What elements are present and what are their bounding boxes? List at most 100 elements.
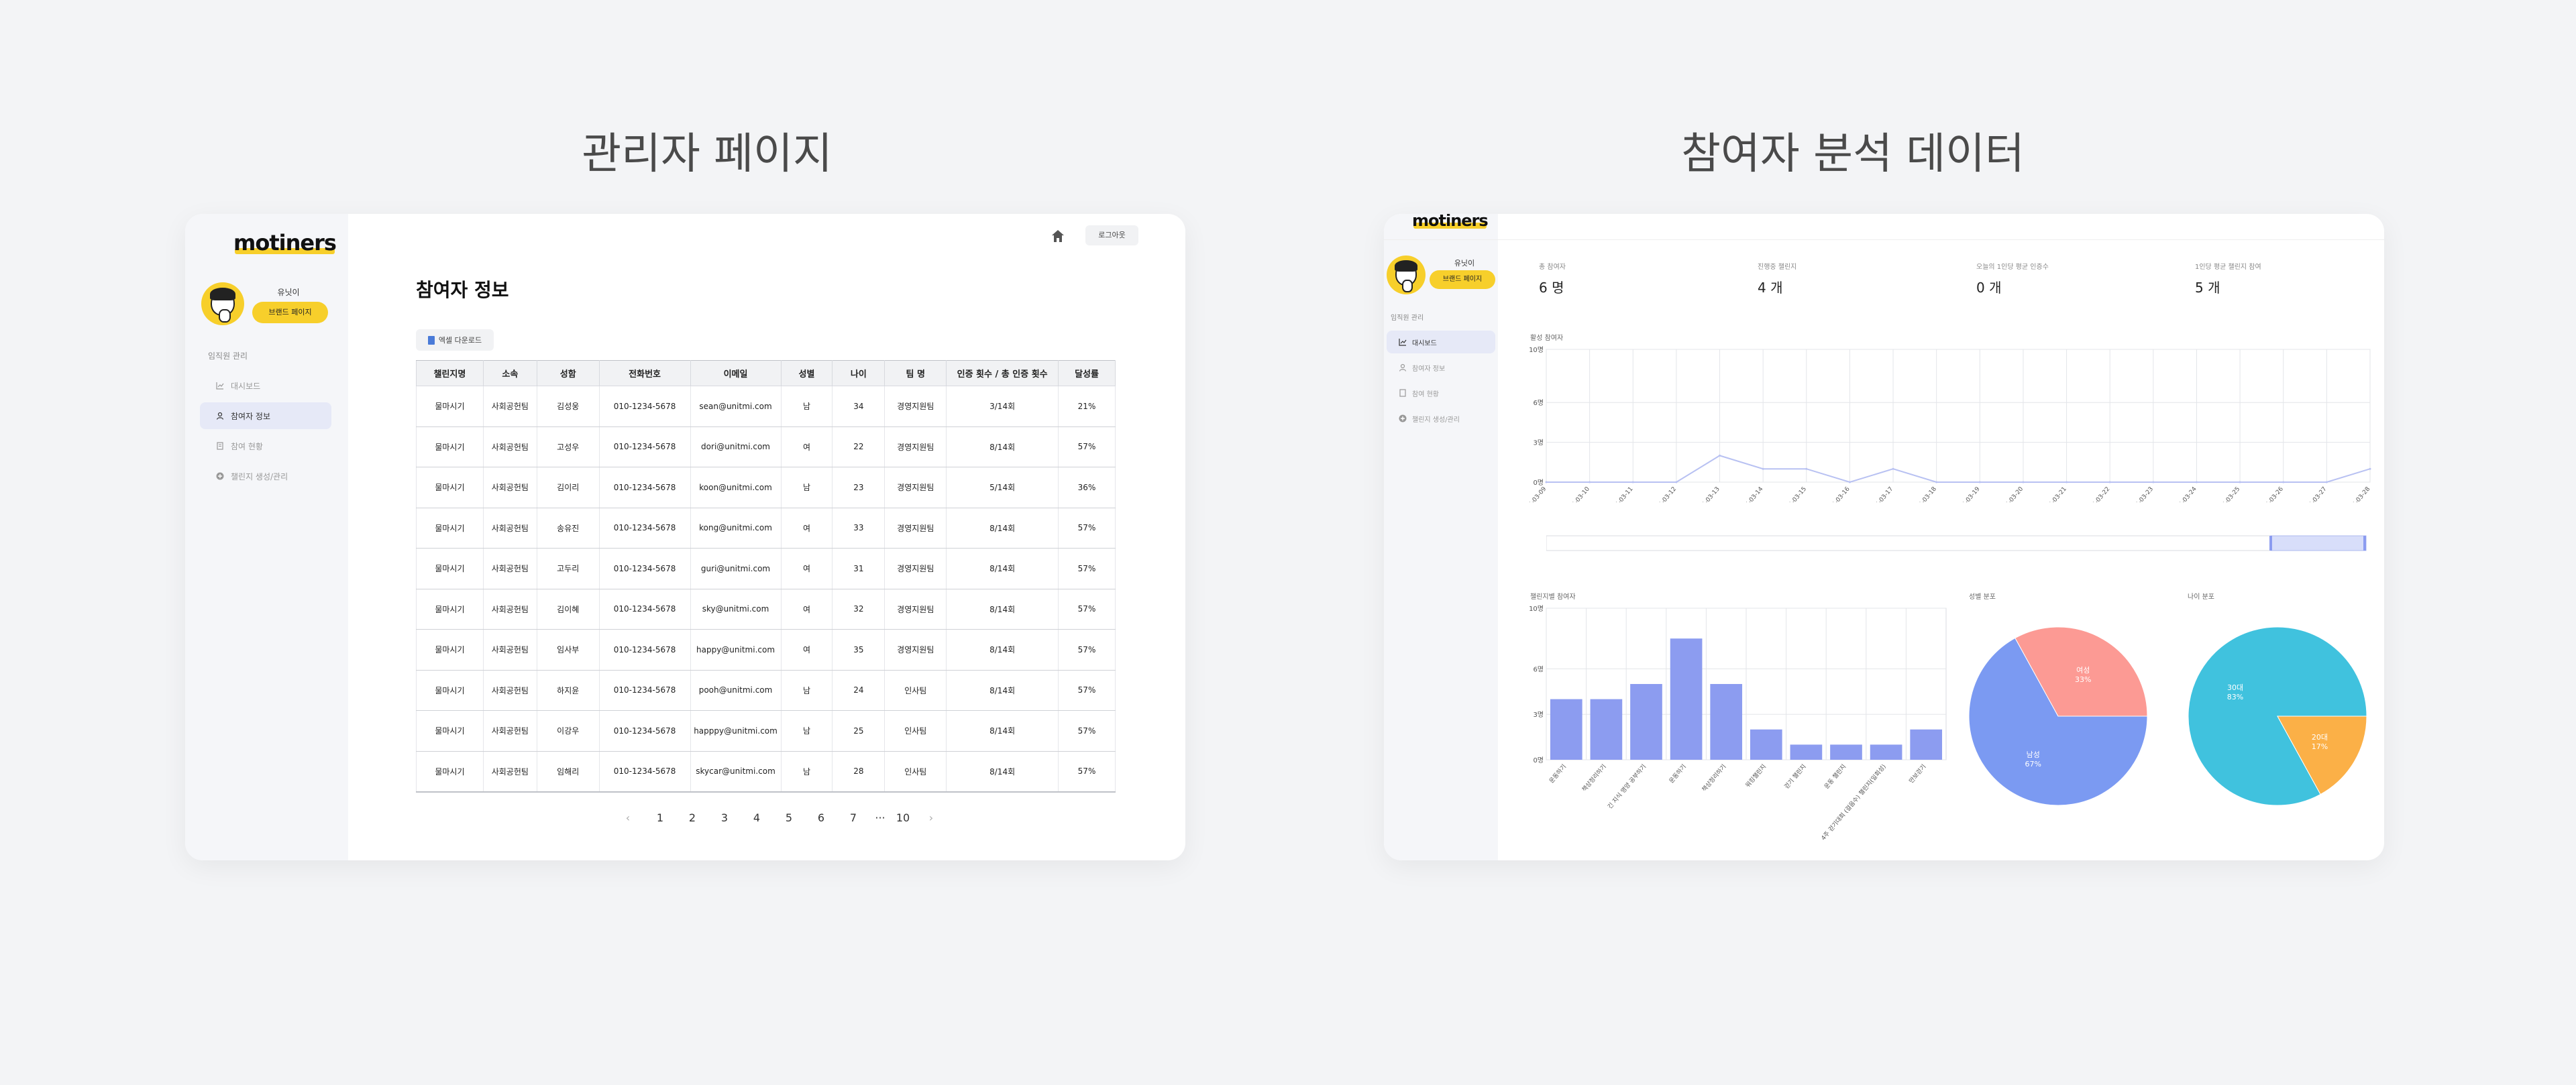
table-cell: 010-1234-5678 [598, 548, 691, 589]
chart-icon [1399, 338, 1407, 346]
table-cell: 경영지원팀 [884, 508, 947, 549]
table-cell: 물마시기 [416, 467, 484, 508]
bar[interactable] [1670, 638, 1703, 760]
table-cell: 사회공헌팀 [482, 426, 537, 467]
table-cell: 010-1234-5678 [598, 751, 691, 793]
file-icon [427, 335, 435, 345]
sidebar-item-label: 참여자 정보 [231, 411, 271, 421]
table-cell: happpy@unitmi.com [690, 710, 782, 752]
page-link[interactable]: 3 [720, 811, 729, 824]
page-ellipsis: ··· [875, 811, 885, 824]
x-tick-label: 2025-03-25 [2214, 486, 2241, 502]
table-cell: koon@unitmi.com [690, 467, 782, 508]
sidebar-item-challenge-manage[interactable]: 챌린지 생성/관리 [200, 463, 331, 490]
y-tick-label: 10명 [1529, 605, 1544, 613]
table-cell: 사회공헌팀 [482, 508, 537, 549]
table-cell: kong@unitmi.com [690, 508, 782, 549]
bar[interactable] [1910, 729, 1943, 760]
table-row[interactable]: 물마시기 사회공헌팀 하지윤 010-1234-5678 pooh@unitmi.com… [416, 670, 1116, 711]
table-cell: 8/14회 [946, 426, 1059, 467]
brand-logo[interactable]: motiners [233, 230, 337, 255]
avatar [1387, 255, 1426, 294]
page-link[interactable]: 2 [688, 811, 696, 824]
table-cell: 사회공헌팀 [482, 751, 537, 793]
bar[interactable] [1870, 744, 1902, 760]
x-tick-label: 2025-03-27 [2300, 486, 2328, 502]
section-heading-analytics: 참여자 분석 데이터 [1681, 129, 2025, 179]
sidebar-item-status[interactable]: 참여 현황 [1387, 382, 1495, 404]
pie-slice[interactable] [2277, 716, 2367, 795]
table-cell: 010-1234-5678 [598, 710, 691, 752]
table-cell: 57% [1058, 670, 1116, 711]
x-tick-label: 운동 챌린지 [1823, 763, 1847, 791]
bar[interactable] [1630, 684, 1662, 760]
table-row[interactable]: 물마시기 사회공헌팀 임해리 010-1234-5678 skycar@unitmi.c… [416, 751, 1116, 793]
page-link[interactable]: 1 [656, 811, 664, 824]
pie-slice[interactable] [1968, 637, 2148, 806]
table-cell: 경영지원팀 [884, 589, 947, 630]
data-point [2325, 481, 2328, 483]
sidebar-item-participants[interactable]: 참여자 정보 [200, 402, 331, 429]
bar[interactable] [1710, 684, 1743, 760]
bar[interactable] [1790, 744, 1823, 760]
page-link[interactable]: 4 [753, 811, 761, 824]
page-link[interactable]: 7 [849, 811, 857, 824]
table-cell: 물마시기 [416, 751, 484, 793]
table-row[interactable]: 물마시기 사회공헌팀 고성우 010-1234-5678 dori@unitmi.com… [416, 426, 1116, 467]
table-row[interactable]: 물마시기 사회공헌팀 송유진 010-1234-5678 kong@unitmi.com… [416, 508, 1116, 549]
table-cell: 31 [832, 548, 885, 589]
date-range-slider[interactable] [1546, 534, 2371, 553]
series-line [1546, 455, 2371, 483]
excel-download-button[interactable]: 엑셀 다운로드 [416, 329, 494, 351]
page-link[interactable]: 5 [785, 811, 793, 824]
table-cell: 송유진 [536, 508, 600, 549]
table-row[interactable]: 물마시기 사회공헌팀 김이리 010-1234-5678 koon@unitmi.com… [416, 467, 1116, 508]
x-tick-label: 2025-03-16 [1823, 486, 1851, 502]
x-tick-label: 2025-03-26 [2257, 486, 2285, 502]
table-cell: 사회공헌팀 [482, 386, 537, 427]
table-cell: 사회공헌팀 [482, 670, 537, 711]
bar[interactable] [1830, 744, 1862, 760]
pie-slice[interactable] [2015, 626, 2148, 717]
table-cell: 여 [780, 426, 833, 467]
table-cell: 임해리 [536, 751, 600, 793]
page-link[interactable]: 6 [817, 811, 825, 824]
brand-page-button[interactable]: 브랜드 페이지 [1430, 270, 1495, 289]
sidebar-item-participants[interactable]: 참여자 정보 [1387, 356, 1495, 379]
table-row[interactable]: 물마시기 사회공헌팀 김이혜 010-1234-5678 sky@unitmi.com 여… [416, 589, 1116, 630]
prev-page-icon[interactable]: ‹ [625, 811, 631, 824]
x-tick-label: 책상정리하기 [1700, 762, 1727, 793]
sidebar-item-label: 참여 현황 [1412, 390, 1439, 398]
y-tick-label: 0명 [1533, 479, 1544, 487]
table-row[interactable]: 물마시기 사회공헌팀 고두리 010-1234-5678 guri@unitmi.com… [416, 548, 1116, 589]
sidebar-item-dashboard[interactable]: 대시보드 [200, 372, 331, 399]
sidebar-item-challenge-manage[interactable]: 챌린지 생성/관리 [1387, 407, 1495, 430]
logout-button[interactable]: 로그아웃 [1085, 225, 1138, 245]
table-row[interactable]: 물마시기 사회공헌팀 김성웅 010-1234-5678 sean@unitmi.com… [416, 386, 1116, 427]
home-icon[interactable] [1051, 229, 1065, 243]
user-name: 유닛이 [1454, 259, 1475, 268]
sidebar-item-status[interactable]: 참여 현황 [200, 433, 331, 459]
x-tick-label: 2025-03-18 [1911, 486, 1938, 502]
sidebar-item-dashboard[interactable]: 대시보드 [1387, 331, 1495, 353]
next-page-icon[interactable]: › [928, 811, 934, 824]
table-row[interactable]: 물마시기 사회공헌팀 이강우 010-1234-5678 happpy@unitmi.c… [416, 710, 1116, 752]
page-link[interactable]: 10 [896, 811, 910, 824]
user-icon [1399, 363, 1407, 372]
bar[interactable] [1550, 699, 1582, 760]
x-tick-label: 걷기 챌린지 [1782, 762, 1808, 791]
column-header: 나이 [832, 360, 885, 386]
table-cell: 24 [832, 670, 885, 711]
table-cell: 경영지원팀 [884, 426, 947, 467]
brand-page-button[interactable]: 브랜드 페이지 [252, 302, 328, 323]
slice-label: 남성 [2027, 750, 2040, 759]
x-tick-label: 2025-03-12 [1650, 486, 1678, 502]
bar[interactable] [1750, 729, 1782, 760]
x-tick-label: 2025-03-19 [1953, 486, 1981, 502]
table-cell: 25 [832, 710, 885, 752]
table-row[interactable]: 물마시기 사회공헌팀 임사부 010-1234-5678 happy@unitmi.co… [416, 629, 1116, 671]
brand-logo[interactable]: motiners [1412, 214, 1489, 230]
bar[interactable] [1590, 699, 1623, 760]
doc-icon [1399, 389, 1407, 397]
